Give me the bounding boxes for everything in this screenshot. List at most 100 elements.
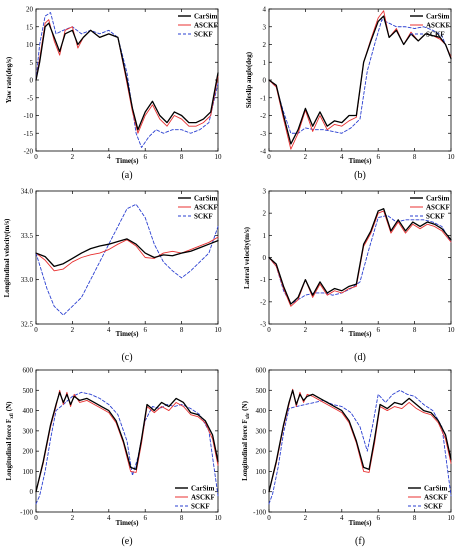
panel-caption: (e) bbox=[121, 536, 132, 547]
y-tick-label: 400 bbox=[256, 407, 267, 415]
y-axis-label-unit: (N) bbox=[5, 401, 13, 411]
x-tick-label: 10 bbox=[215, 326, 223, 334]
legend-label-asckf: ASCKF bbox=[426, 204, 450, 212]
legend: CarSim ASCKF SCKF bbox=[410, 195, 450, 221]
y-tick-label: 1 bbox=[263, 59, 267, 67]
legend-label-carsim: CarSim bbox=[426, 195, 450, 203]
y-tick-label: -4 bbox=[260, 148, 266, 156]
x-ticks: 0 2 4 6 8 10 bbox=[267, 9, 455, 161]
plot-frame bbox=[35, 369, 219, 513]
legend-label-sckf: SCKF bbox=[424, 503, 443, 511]
y-tick-label: -100 bbox=[253, 509, 266, 517]
x-tick-label: 6 bbox=[376, 514, 380, 522]
x-tick-label: 0 bbox=[34, 153, 38, 161]
x-tick-label: 8 bbox=[180, 153, 184, 161]
legend: CarSim ASCKF SCKF bbox=[178, 13, 218, 39]
y-axis-label: Lateral velocity(m/s) bbox=[243, 226, 251, 289]
legend-label-sckf: SCKF bbox=[426, 213, 445, 221]
plot-frame bbox=[35, 190, 219, 325]
y-axis-label: Longitudinal force Fxfr (N) bbox=[241, 400, 251, 480]
y-tick-label: 2 bbox=[263, 41, 267, 49]
y-tick-label: -15 bbox=[24, 130, 34, 138]
series-line-carsim bbox=[35, 238, 219, 268]
x-tick-label: 2 bbox=[304, 326, 308, 334]
legend-label-asckf: ASCKF bbox=[194, 204, 218, 212]
series-line-carsim bbox=[35, 22, 219, 131]
y-tick-label: 100 bbox=[23, 468, 34, 476]
legend-label-carsim: CarSim bbox=[194, 195, 218, 203]
y-axis-label-main: Longitudinal force F bbox=[241, 419, 249, 481]
y-tick-label: -3 bbox=[260, 130, 266, 138]
x-axis-label: Time(s) bbox=[116, 519, 139, 527]
x-ticks: 0 2 4 6 8 10 bbox=[34, 370, 222, 522]
x-tick-label: 2 bbox=[71, 514, 75, 522]
series-line-asckf bbox=[35, 236, 219, 272]
panel-caption: (b) bbox=[354, 170, 366, 181]
y-tick-label: 32.5 bbox=[21, 321, 34, 329]
y-ticks: -3 -2 -1 0 1 2 3 bbox=[260, 188, 451, 329]
x-tick-label: 6 bbox=[143, 326, 147, 334]
series-layer bbox=[268, 10, 452, 150]
series-line-carsim bbox=[268, 15, 452, 145]
y-tick-label: 33.0 bbox=[21, 276, 34, 284]
x-tick-label: 8 bbox=[180, 514, 184, 522]
y-tick-label: -3 bbox=[260, 321, 266, 329]
legend-label-carsim: CarSim bbox=[191, 485, 215, 493]
panel-caption: (d) bbox=[354, 352, 366, 363]
series-line-asckf bbox=[35, 389, 219, 493]
y-axis-label: Longitudinal force Fxfl (N) bbox=[5, 401, 15, 481]
y-tick-label: -1 bbox=[260, 94, 266, 102]
legend-label-carsim: CarSim bbox=[194, 13, 218, 21]
y-tick-label: 500 bbox=[23, 387, 34, 395]
x-tick-label: 10 bbox=[215, 514, 223, 522]
y-tick-label: 20 bbox=[26, 6, 34, 14]
y-tick-label: 300 bbox=[23, 427, 34, 435]
legend-label-asckf: ASCKF bbox=[426, 22, 450, 30]
plot-frame bbox=[268, 190, 452, 325]
legend-label-asckf: ASCKF bbox=[191, 494, 215, 502]
panel-a: -20 -15 -10 -5 0 5 10 15 20 0 2 4 6 8 10 Time(s) Yaw … bbox=[5, 6, 222, 182]
y-tick-label: 0 bbox=[263, 254, 267, 262]
y-ticks: -20 -15 -10 -5 0 5 10 15 20 bbox=[24, 6, 218, 156]
x-ticks: 0 2 4 6 8 10 bbox=[267, 191, 455, 334]
y-axis-label: Yaw rate(deg/s) bbox=[5, 56, 13, 103]
x-axis-label: Time(s) bbox=[349, 157, 372, 165]
series-line-sckf bbox=[268, 389, 452, 505]
series-line-carsim bbox=[35, 391, 219, 493]
series-line-asckf bbox=[35, 19, 219, 134]
y-tick-label: 300 bbox=[256, 427, 267, 435]
x-axis-label: Time(s) bbox=[116, 157, 139, 165]
panel-b: -4 -3 -2 -1 0 1 2 3 4 0 2 4 6 8 10 Time(s) Sideslip a… bbox=[245, 6, 455, 182]
plot-frame bbox=[268, 369, 452, 513]
x-tick-label: 4 bbox=[340, 514, 344, 522]
y-tick-label: 100 bbox=[256, 468, 267, 476]
panel-caption: (f) bbox=[355, 536, 365, 547]
x-ticks: 0 2 4 6 8 10 bbox=[34, 191, 222, 334]
legend: CarSim ASCKF SCKF bbox=[178, 195, 218, 221]
y-ticks: -4 -3 -2 -1 0 1 2 3 4 bbox=[260, 6, 451, 156]
y-tick-label: 1 bbox=[263, 232, 267, 240]
y-ticks: -100 0 100 200 300 400 500 600 bbox=[20, 367, 218, 517]
x-tick-label: 6 bbox=[143, 153, 147, 161]
y-ticks: -100 0 100 200 300 400 500 600 bbox=[253, 367, 451, 517]
y-tick-label: -2 bbox=[260, 112, 266, 120]
x-axis-label: Time(s) bbox=[116, 330, 139, 338]
x-tick-label: 10 bbox=[215, 153, 223, 161]
x-tick-label: 4 bbox=[340, 326, 344, 334]
series-layer bbox=[35, 203, 219, 316]
series-layer bbox=[35, 12, 219, 148]
y-tick-label: 34.0 bbox=[21, 188, 34, 196]
y-tick-label: 500 bbox=[256, 387, 267, 395]
plot-frame bbox=[268, 8, 452, 152]
y-tick-label: 0 bbox=[263, 77, 267, 85]
series-line-sckf bbox=[268, 19, 452, 134]
x-tick-label: 4 bbox=[107, 326, 111, 334]
x-tick-label: 6 bbox=[143, 514, 147, 522]
legend-label-sckf: SCKF bbox=[194, 31, 213, 39]
y-tick-label: 0 bbox=[30, 77, 34, 85]
y-tick-label: -2 bbox=[260, 298, 266, 306]
x-tick-label: 0 bbox=[267, 153, 271, 161]
legend: CarSim ASCKF SCKF bbox=[410, 13, 450, 39]
